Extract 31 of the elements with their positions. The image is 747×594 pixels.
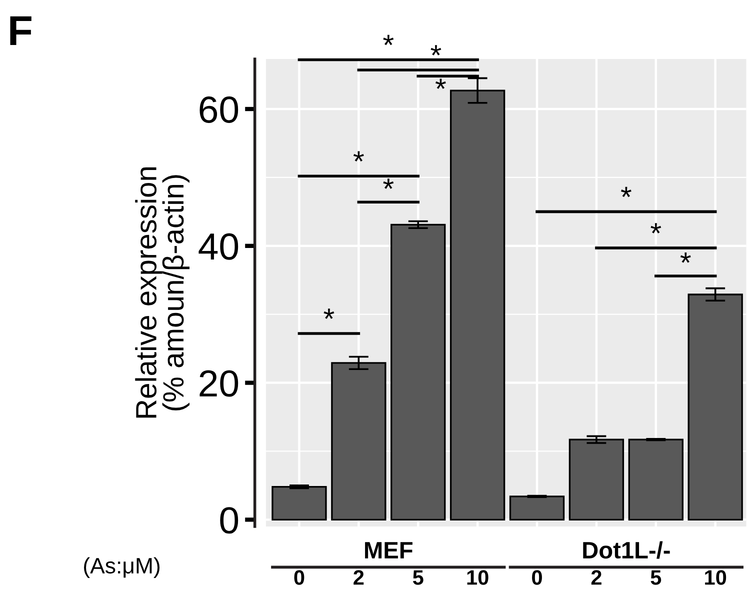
text: Dot1L-/- [583,541,670,559]
x-tick-label: 10 [467,570,488,585]
text: (As:μM) [84,557,160,578]
y-axis-title: Relative expression (% amoun/β-actin) [135,167,190,418]
x-tick-label: 0 [294,570,304,585]
x-tick-label: 0 [532,570,542,585]
x-tick-label: 2 [354,570,364,585]
chart-title: F [10,16,32,46]
bar [628,438,684,521]
annotation: * [650,223,662,234]
x-tick-label: 5 [412,570,424,585]
bar [390,224,446,521]
bar [568,438,624,521]
x-tick-label: 10 [705,570,726,585]
y-tick-label: 60 [200,96,238,123]
annotation: * [620,186,632,198]
bar [272,486,327,521]
y-tick-label: 0 [220,507,238,534]
text: * [383,34,394,46]
x-tick-label: 5 [650,570,662,585]
annotation: * [435,78,446,89]
bar [509,496,565,521]
x-tick-label: 2 [591,570,602,585]
y-tick-label: 20 [200,370,238,397]
annotation: * [383,178,394,189]
y-tick-label: 40 [198,233,238,260]
annotation: * [680,252,691,263]
annotation: * [324,308,334,319]
text: * [430,45,442,56]
annotation: * [353,151,364,162]
text: MEF [365,542,412,558]
